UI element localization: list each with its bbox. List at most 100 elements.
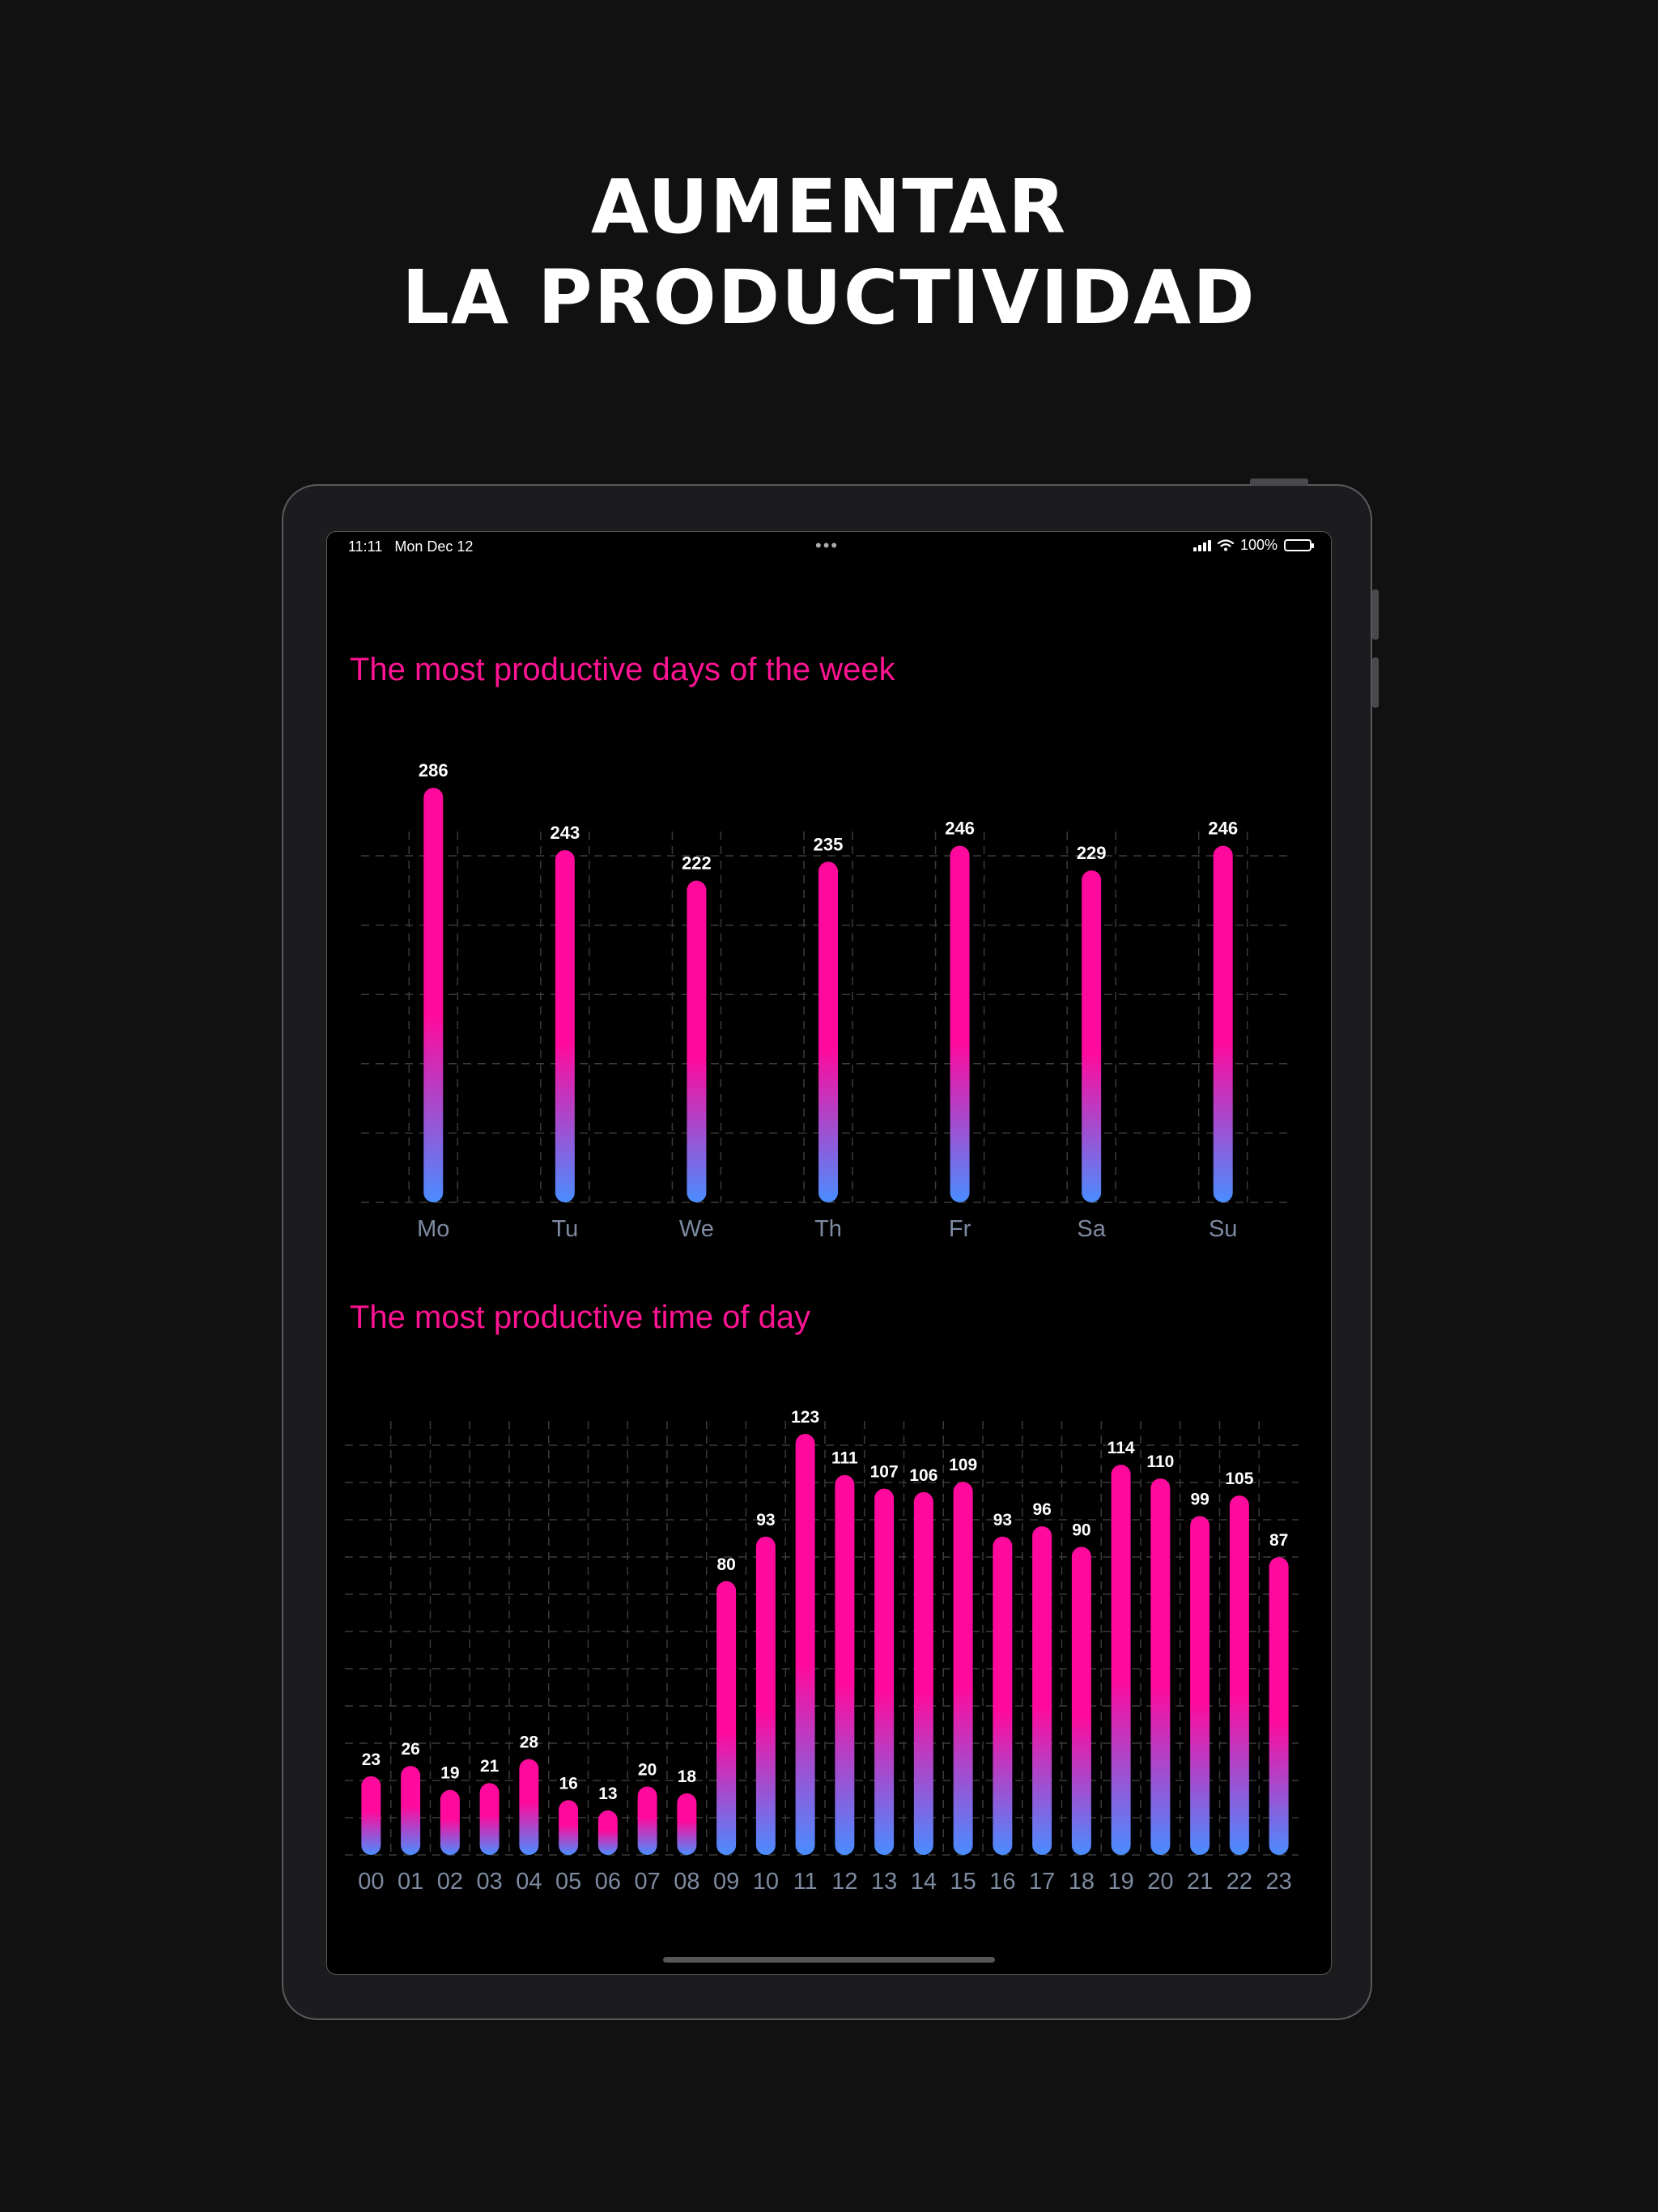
chart-bar-20 (1150, 1478, 1171, 1855)
chart-category-label: Th (814, 1216, 842, 1242)
chart-value-label: 110 (1146, 1453, 1174, 1471)
chart-value-label: 90 (1072, 1521, 1090, 1540)
chart-category-label: 20 (1147, 1869, 1173, 1895)
chart-category-label: 10 (753, 1869, 779, 1895)
chart-category-label: 00 (358, 1869, 384, 1895)
chart-bar-21 (1190, 1516, 1210, 1855)
chart-value-label: 20 (638, 1760, 657, 1779)
chart-category-label: 05 (555, 1869, 581, 1895)
chart-category-label: 08 (674, 1869, 699, 1895)
chart-bar-00 (361, 1776, 381, 1855)
chart-value-label: 105 (1225, 1470, 1253, 1488)
chart-category-label: 19 (1107, 1869, 1133, 1895)
chart-category-label: 06 (595, 1869, 621, 1895)
chart-value-label: 111 (831, 1449, 858, 1468)
status-bar: 11:11 Mon Dec 12 ••• 100% (327, 532, 1331, 561)
chart-value-label: 106 (909, 1466, 937, 1485)
chart-bar-Tu (555, 849, 575, 1202)
status-time: 11:11 (348, 538, 383, 555)
chart-category-label: 22 (1226, 1869, 1252, 1895)
chart-value-label: 19 (440, 1764, 459, 1783)
chart-value-label: 93 (756, 1511, 775, 1529)
chart-value-label: 109 (949, 1456, 977, 1474)
home-indicator (663, 1957, 995, 1963)
chart-bar-23 (1269, 1557, 1289, 1855)
chart-bar-19 (1111, 1465, 1131, 1855)
chart-value-label: 93 (993, 1511, 1012, 1529)
battery-icon (1284, 539, 1314, 551)
status-date: Mon Dec 12 (394, 538, 474, 555)
chart-category-label: We (679, 1216, 714, 1242)
chart-bar-02 (440, 1789, 460, 1855)
chart-bar-13 (874, 1488, 895, 1855)
chart-bar-17 (1032, 1526, 1052, 1855)
chart-value-label: 87 (1269, 1531, 1288, 1550)
chart-value-label: 23 (362, 1750, 380, 1769)
chart-value-label: 99 (1190, 1490, 1209, 1508)
chart-bar-07 (637, 1786, 657, 1855)
weekly-chart-title: The most productive days of the week (350, 652, 895, 687)
tablet-volume-down-button (1372, 657, 1379, 708)
chart-bar-15 (953, 1482, 973, 1855)
chart-bar-12 (835, 1474, 855, 1855)
chart-value-label: 107 (870, 1463, 899, 1482)
chart-category-label: 21 (1187, 1869, 1213, 1895)
chart-value-label: 123 (791, 1408, 819, 1427)
chart-value-label: 235 (814, 834, 844, 854)
chart-bar-Mo (423, 788, 444, 1202)
chart-bar-09 (716, 1580, 737, 1855)
chart-bar-04 (519, 1759, 539, 1855)
chart-category-label: 14 (911, 1869, 937, 1895)
chart-value-label: 96 (1032, 1500, 1051, 1519)
hourly-chart-title: The most productive time of day (350, 1300, 811, 1335)
tablet-screen: 11:11 Mon Dec 12 ••• 100% The most produ… (326, 531, 1332, 1975)
chart-bar-Su (1213, 845, 1233, 1202)
more-dots-icon[interactable]: ••• (815, 535, 840, 555)
chart-value-label: 229 (1077, 843, 1107, 863)
chart-category-label: 15 (950, 1869, 976, 1895)
chart-bar-16 (993, 1536, 1013, 1855)
wifi-icon (1217, 539, 1234, 551)
chart-value-label: 26 (401, 1740, 419, 1759)
headline-line-1: AUMENTAR (590, 164, 1068, 250)
chart-bar-18 (1071, 1546, 1091, 1855)
chart-category-label: 12 (831, 1869, 857, 1895)
headline: AUMENTAR LA PRODUCTIVIDAD (0, 162, 1658, 343)
chart-bar-We (687, 880, 707, 1202)
chart-value-label: 246 (1208, 819, 1238, 839)
chart-value-label: 18 (678, 1767, 697, 1786)
chart-value-label: 21 (480, 1757, 500, 1776)
chart-category-label: Sa (1077, 1216, 1106, 1242)
chart-bar-10 (755, 1536, 776, 1855)
chart-value-label: 13 (598, 1784, 617, 1803)
chart-value-label: 80 (716, 1555, 735, 1574)
chart-category-label: 02 (437, 1869, 463, 1895)
chart-grid (345, 1421, 1299, 1856)
chart-value-label: 114 (1107, 1439, 1135, 1457)
signal-icon (1192, 539, 1211, 551)
headline-line-2: LA PRODUCTIVIDAD (402, 254, 1256, 341)
chart-value-label: 243 (550, 823, 580, 843)
chart-category-label: 01 (397, 1869, 423, 1895)
chart-bar-11 (795, 1434, 815, 1855)
chart-bar-05 (559, 1800, 579, 1855)
chart-bar-Th (818, 861, 838, 1202)
chart-category-label: 11 (793, 1869, 818, 1895)
chart-category-label: 03 (476, 1869, 502, 1895)
chart-category-label: 13 (871, 1869, 897, 1895)
chart-value-label: 28 (520, 1733, 539, 1752)
chart-category-label: 04 (516, 1869, 542, 1895)
chart-category-label: Mo (417, 1216, 449, 1242)
chart-value-label: 286 (419, 760, 449, 781)
chart-value-label: 222 (682, 853, 712, 874)
chart-category-label: 16 (989, 1869, 1015, 1895)
hourly-productivity-chart: 23 00 26 01 19 02 21 03 28 04 16 05 13 06 20 07 18 08 80 09… (345, 1408, 1299, 1895)
chart-bar-06 (597, 1810, 618, 1855)
chart-category-label: 09 (713, 1869, 739, 1895)
chart-bar-01 (401, 1766, 421, 1855)
chart-grid (361, 832, 1289, 1203)
chart-category-label: 18 (1069, 1869, 1095, 1895)
chart-bar-08 (677, 1793, 697, 1855)
chart-category-label: Fr (949, 1216, 971, 1242)
weekly-productivity-chart: 286 Mo 243 Tu 222 We 235 Th 246 Fr 229 Sa 246 Su (361, 760, 1289, 1242)
